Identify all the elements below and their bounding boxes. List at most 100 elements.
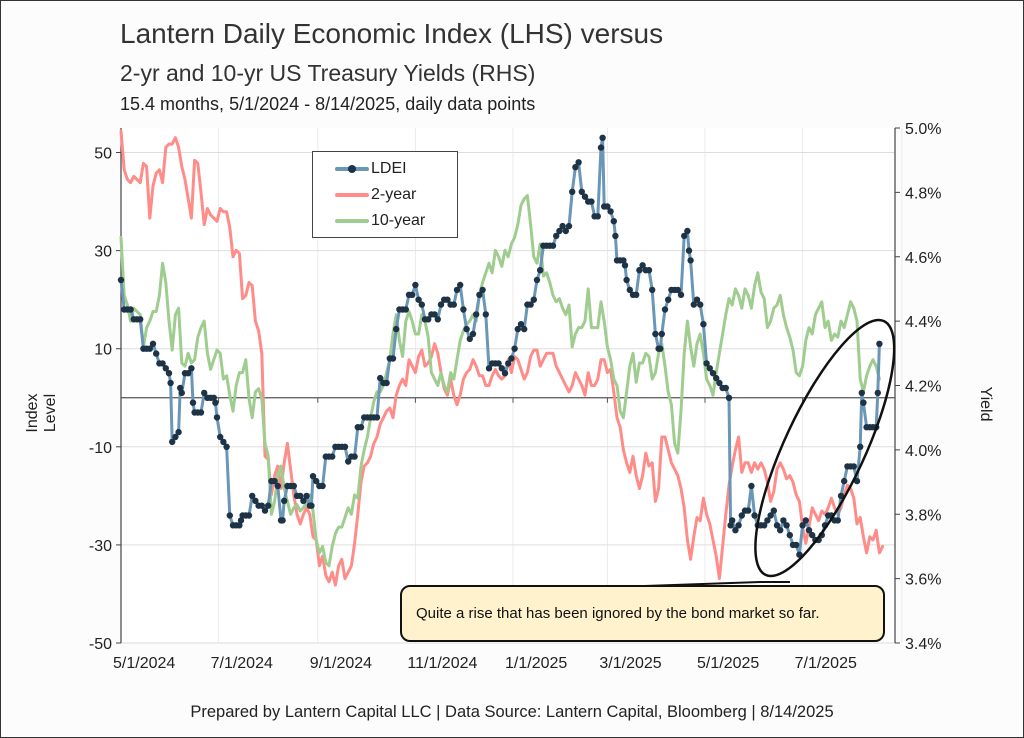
y-tick-label-right: 3.6% — [905, 572, 941, 589]
legend-swatch-2-year — [335, 193, 369, 197]
data-point-ldei — [837, 492, 845, 500]
y-tick-label-right: 3.8% — [905, 507, 941, 524]
data-point-ldei — [761, 522, 768, 529]
data-point-ldei — [127, 306, 134, 313]
data-point-ldei — [434, 316, 441, 323]
data-point-ldei — [604, 203, 611, 210]
data-point-ldei — [476, 291, 483, 298]
data-point-ldei — [575, 159, 582, 166]
data-point-ldei — [389, 355, 397, 362]
data-point-ldei — [565, 222, 573, 230]
data-point-ldei — [706, 365, 713, 372]
data-point-ldei — [167, 379, 174, 387]
x-tick-label: 1/1/2025 — [505, 655, 567, 672]
data-point-ldei — [117, 276, 125, 284]
data-point-ldei — [685, 247, 693, 254]
legend-label-ldei: LDEI — [371, 160, 407, 177]
data-point-ldei — [188, 365, 195, 372]
data-point-ldei — [466, 335, 473, 343]
y-tick-label-left: -30 — [89, 538, 112, 555]
data-point-ldei — [249, 492, 256, 500]
data-point-ldei — [212, 399, 219, 406]
data-point-ldei — [588, 198, 595, 205]
data-point-ldei — [197, 409, 205, 416]
legend: LDEI 2-year 10-year — [312, 151, 458, 238]
data-point-ldei — [153, 350, 160, 357]
annotation-group — [644, 318, 896, 587]
data-point-ldei — [834, 517, 841, 524]
data-point-ldei — [517, 321, 525, 328]
data-point-ldei — [217, 433, 224, 441]
data-point-ldei — [559, 222, 566, 230]
data-point-ldei — [745, 507, 752, 514]
data-point-ldei — [313, 477, 320, 485]
data-point-ldei — [594, 213, 601, 220]
data-point-ldei — [652, 330, 659, 338]
legend-swatch-10-year — [335, 219, 369, 223]
data-point-ldei — [572, 164, 579, 171]
data-point-ldei — [530, 296, 537, 303]
plot-area — [121, 128, 895, 643]
legend-marker-ldei — [348, 165, 356, 173]
data-point-ldei — [722, 384, 729, 392]
data-point-ldei — [805, 527, 813, 534]
grid-lines — [121, 128, 903, 644]
data-point-ldei — [274, 482, 281, 490]
data-point-ldei — [569, 188, 576, 195]
data-point-ldei — [505, 360, 512, 367]
data-point-ldei — [645, 267, 653, 274]
data-point-ldei — [473, 311, 480, 318]
data-point-ldei — [709, 370, 717, 377]
y-tick-label-left: 10 — [94, 342, 112, 359]
data-point-ldei — [738, 512, 745, 519]
data-point-ldei — [780, 517, 787, 524]
legend-label-2-year: 2-year — [371, 186, 417, 203]
data-point-ldei — [329, 453, 336, 460]
data-point-ldei — [237, 517, 245, 524]
data-point-ldei — [498, 365, 505, 372]
data-point-ldei — [297, 492, 304, 500]
data-point-ldei — [729, 517, 736, 524]
data-point-ldei — [185, 370, 192, 377]
data-point-ldei — [697, 301, 704, 308]
data-point-ldei — [511, 345, 518, 352]
data-point-ldei — [245, 512, 253, 519]
data-point-ldei — [636, 267, 643, 274]
data-point-ldei — [300, 497, 307, 504]
chart-subtitle: 2-yr and 10-yr US Treasury Yields (RHS) — [120, 60, 536, 86]
data-point-ldei — [177, 384, 184, 392]
data-point-ldei — [189, 399, 197, 406]
legend-item-10-year: 10-year — [313, 208, 457, 234]
data-point-ldei — [450, 301, 457, 308]
data-point-ldei — [308, 502, 315, 509]
data-point-ldei — [303, 492, 310, 500]
data-point-ldei — [857, 443, 864, 450]
data-point-ldei — [853, 477, 861, 485]
data-point-ldei — [687, 257, 694, 264]
data-point-ldei — [623, 276, 630, 284]
data-point-ldei — [581, 193, 589, 200]
series-line-2-year — [119, 129, 885, 587]
x-tick-label: 11/1/2024 — [407, 655, 477, 672]
data-point-ldei — [137, 316, 144, 323]
data-point-ldei — [402, 306, 409, 313]
data-point-ldei — [556, 227, 563, 235]
data-point-ldei — [786, 531, 793, 539]
data-point-ldei — [351, 453, 358, 460]
data-point-ldei — [159, 360, 166, 367]
data-point-ldei — [213, 414, 221, 421]
data-point-ldei — [373, 414, 381, 421]
chart-date-range: 15.4 months, 5/1/2024 - 8/14/2025, daily… — [120, 94, 536, 114]
legend-label-10-year: 10-year — [371, 212, 426, 229]
data-point-ldei — [393, 325, 400, 333]
x-tick-label: 7/1/2025 — [795, 655, 857, 672]
data-point-ldei — [252, 497, 259, 504]
data-point-ldei — [773, 522, 781, 529]
y-tick-label-left: 50 — [94, 146, 112, 163]
series-markers-ldei — [117, 134, 883, 558]
data-point-ldei — [841, 477, 848, 485]
data-point-ldei — [265, 502, 272, 509]
data-point-ldei — [876, 340, 883, 347]
data-point-ldei — [261, 507, 269, 514]
